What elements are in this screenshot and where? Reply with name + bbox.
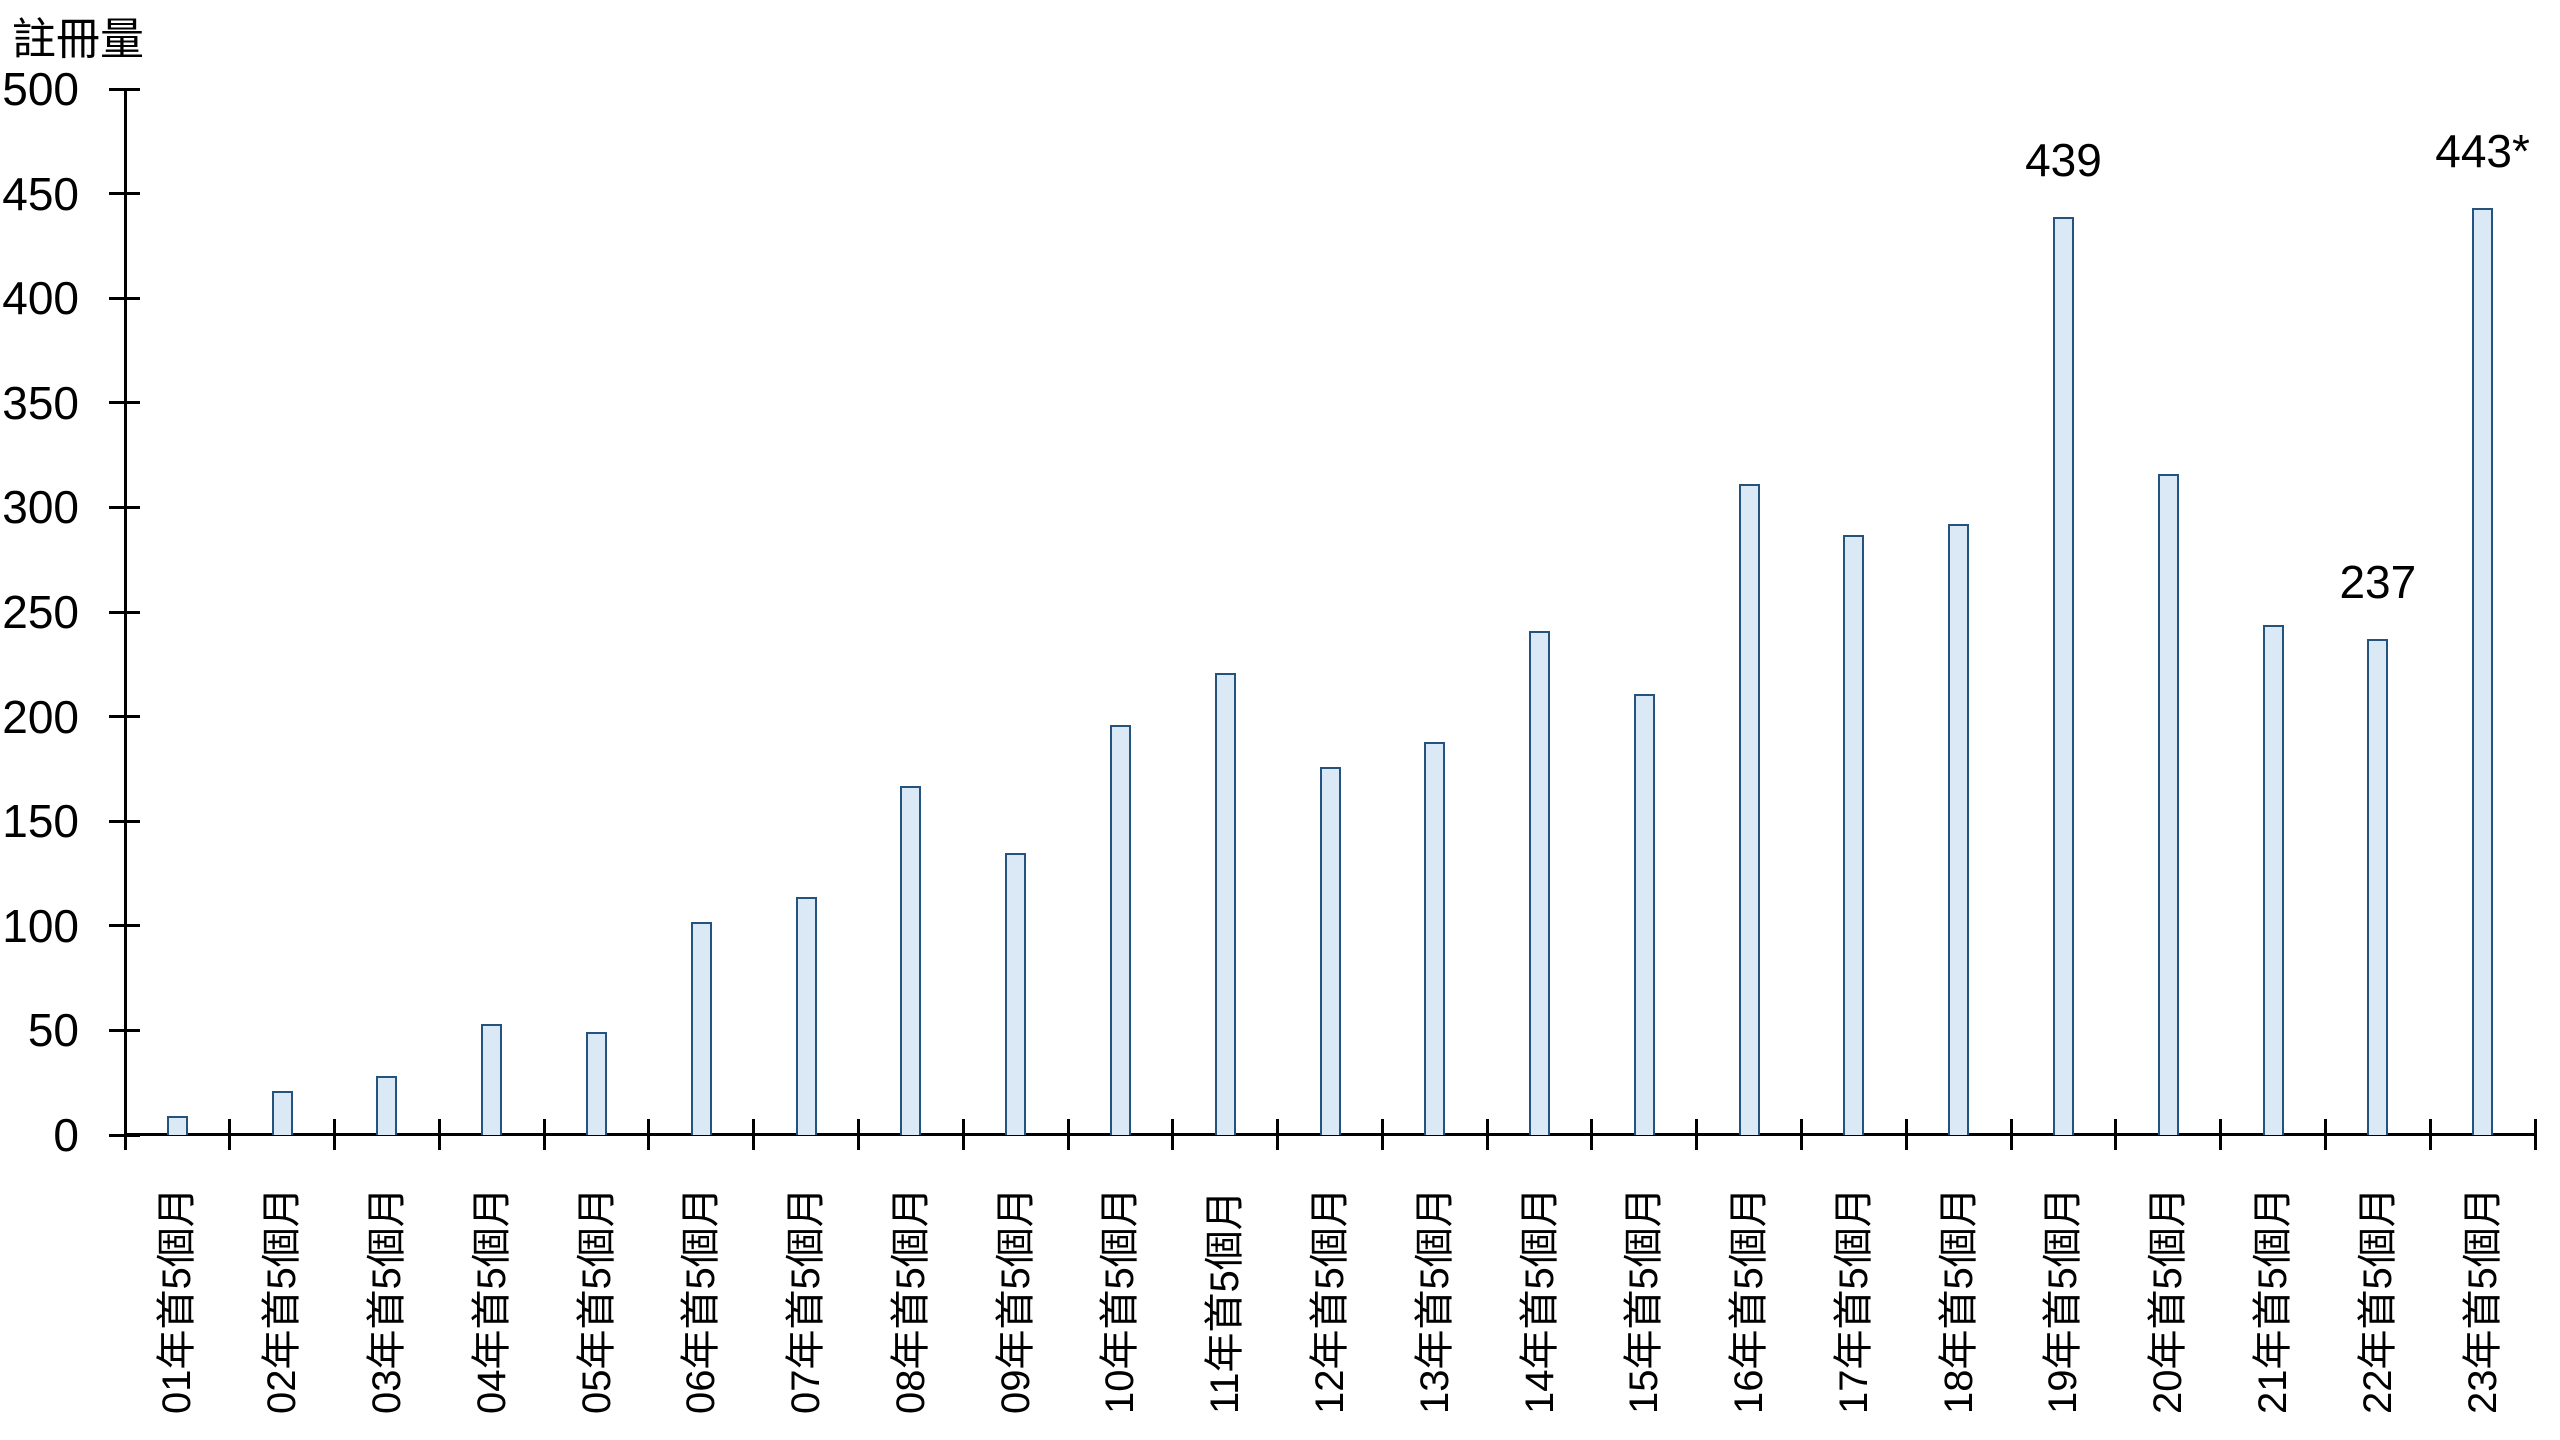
x-axis-tick-mark [856,1119,860,1150]
bar [1424,741,1446,1135]
x-axis-label: 21年首5個月 [2251,1187,2296,1414]
x-axis-tick-mark [228,1119,232,1150]
x-axis-tick-mark [2323,1119,2327,1150]
plot-area: 0 50 100 150 200 250 300 350 400 450 500 01年首5個月 02年… [2,63,2537,1414]
bar [1843,534,1865,1135]
x-axis-tick-mark [123,1119,127,1150]
y-axis-tick-mark [109,296,140,300]
x-axis-label: 05年首5個月 [574,1187,619,1414]
x-axis-tick-mark [1590,1119,1594,1150]
y-axis-tick-mark [109,401,140,405]
y-axis-tick-mark [109,87,140,91]
x-axis-tick-mark [1171,1119,1175,1150]
x-axis-label: 22年首5個月 [2355,1187,2400,1414]
x-axis-tick-mark [647,1119,651,1150]
x-axis-label: 08年首5個月 [888,1187,933,1414]
y-axis-tick-mark [109,924,140,928]
y-axis-tick-label: 450 [2,167,79,220]
x-axis-tick-mark [1066,1119,1070,1150]
x-axis-label: 14年首5個月 [1517,1187,1562,1414]
x-axis-tick-mark [961,1119,965,1150]
bar [1319,766,1341,1135]
bar [795,896,817,1135]
bar [166,1116,188,1135]
y-axis-title: 註冊量 [12,15,144,64]
x-axis-tick-mark [2009,1119,2013,1150]
x-axis-label: 19年首5個月 [2041,1187,2086,1414]
x-axis-label: 18年首5個月 [1936,1187,1981,1414]
bar-data-label: 439 [2025,133,2102,186]
bar [2367,639,2389,1135]
y-axis-tick-label: 350 [2,376,79,429]
x-axis-tick-mark [1380,1119,1384,1150]
x-axis-label: 17年首5個月 [1831,1187,1876,1414]
bar [2472,208,2494,1135]
bar [900,785,922,1135]
bar [376,1076,398,1135]
x-axis-label: 06年首5個月 [679,1187,724,1414]
x-axis-tick-mark [1695,1119,1699,1150]
y-axis-tick-label: 500 [2,63,79,115]
x-axis-label: 09年首5個月 [993,1187,1038,1414]
x-axis-tick-mark [2533,1119,2537,1150]
bar [1214,672,1236,1135]
y-axis-tick-label: 400 [2,272,79,325]
bar [1529,630,1551,1135]
x-axis-label: 12年首5個月 [1308,1187,1352,1414]
y-axis-tick-mark [109,192,140,196]
bar [1948,524,1970,1135]
x-axis-label: 16年首5個月 [1727,1187,1772,1414]
bar [1109,724,1131,1135]
x-axis-tick-mark [1276,1119,1280,1150]
x-axis-label: 02年首5個月 [260,1187,305,1414]
y-axis-tick-label: 0 [53,1109,79,1161]
bar-data-label: 443* [2435,125,2530,178]
x-axis-tick-mark [1800,1119,1804,1150]
bar [271,1091,293,1135]
bar [586,1032,608,1135]
x-axis-tick-mark [333,1119,337,1150]
y-axis-tick-label: 300 [2,481,79,534]
y-axis-tick-mark [109,819,140,823]
bar [1738,484,1760,1135]
y-axis-tick-mark [109,505,140,509]
x-axis-label: 20年首5個月 [2146,1187,2191,1414]
bar-data-label: 237 [2339,556,2417,609]
x-axis-label: 03年首5個月 [364,1187,409,1414]
bar [481,1024,503,1135]
x-axis-label: 13年首5個月 [1412,1187,1457,1414]
x-axis-label: 23年首5個月 [2460,1187,2505,1414]
y-axis-tick-label: 50 [27,1004,79,1057]
x-axis-label: 07年首5個月 [784,1187,829,1414]
y-axis-tick-mark [109,1028,140,1032]
x-axis-label: 01年首5個月 [155,1187,200,1414]
bar [690,921,712,1135]
x-axis-tick-mark [2114,1119,2118,1150]
bar [1005,852,1027,1135]
bar [2157,473,2179,1135]
x-axis-label: 11年首5個月 [1203,1190,1248,1414]
x-axis-tick-mark [752,1119,756,1150]
x-axis-tick-mark [2219,1119,2223,1150]
y-axis-tick-mark [109,610,140,614]
y-axis-tick-label: 250 [2,586,79,638]
x-axis-label: 10年首5個月 [1098,1187,1143,1414]
x-axis-tick-mark [1485,1119,1489,1150]
x-axis-label: 15年首5個月 [1622,1187,1667,1414]
y-axis-tick-label: 100 [2,899,79,952]
y-axis-tick-label: 150 [2,795,79,848]
bar [2052,216,2074,1135]
x-axis-tick-mark [542,1119,546,1150]
y-axis-tick-mark [109,715,140,719]
x-axis-label: 04年首5個月 [469,1187,514,1414]
x-axis-tick-mark [1904,1119,1908,1150]
bar [2262,624,2284,1135]
bar [1633,693,1655,1135]
x-axis-tick-mark [2428,1119,2432,1150]
x-axis-tick-mark [437,1119,441,1150]
y-axis-tick-label: 200 [2,690,79,743]
